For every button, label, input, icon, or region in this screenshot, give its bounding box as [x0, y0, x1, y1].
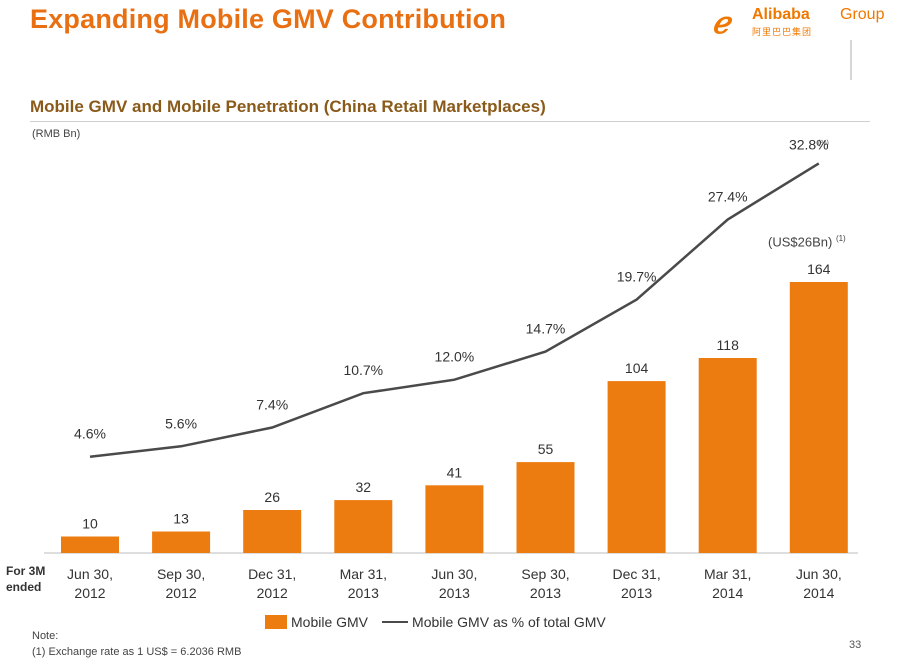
- footnote-item: (1) Exchange rate as 1 US$ = 6.2036 RMB: [32, 646, 242, 658]
- bar-mobile-gmv: [516, 462, 575, 553]
- x-tick-label: Mar 31, 2014: [704, 566, 751, 601]
- line-value-label: 14.7%: [526, 321, 566, 337]
- bar-mobile-gmv: [607, 381, 666, 553]
- slide-title: Expanding Mobile GMV Contribution: [30, 4, 507, 34]
- bar-mobile-gmv: [61, 536, 119, 553]
- x-tick-label: Dec 31, 2012: [248, 566, 296, 601]
- logo-name: Alibaba: [752, 6, 810, 23]
- bar-value-label: 164: [807, 261, 831, 277]
- line-value-label: 10.7%: [343, 362, 383, 378]
- chart-title: Mobile GMV and Mobile Penetration (China…: [30, 97, 546, 116]
- footnote-header: Note:: [32, 630, 59, 642]
- bar-value-label: 104: [625, 360, 649, 376]
- x-tick-label: Jun 30, 2012: [67, 566, 113, 601]
- page-number: 33: [849, 639, 862, 651]
- usd-footnote-ref: (1): [835, 234, 846, 243]
- x-tick-label: Jun 30, 2013: [431, 566, 477, 601]
- x-tick-label: Sep 30, 2012: [157, 566, 205, 601]
- line-value-label: 4.6%: [74, 426, 106, 442]
- percent-unit-label: (%): [818, 140, 829, 147]
- title-divider: [30, 121, 870, 122]
- line-value-label: 19.7%: [617, 269, 657, 285]
- legend-label-penetration: Mobile GMV as % of total GMV: [412, 614, 606, 630]
- alibaba-logo: ℯ Alibaba Group 阿里巴巴集团: [712, 4, 892, 41]
- bar-value-label: 26: [264, 489, 280, 505]
- usd-annotation-text: (US$26Bn): [768, 234, 833, 250]
- legend-swatch-bar: [265, 615, 287, 629]
- legend-swatch-line: [382, 621, 409, 623]
- bar-mobile-gmv: [698, 358, 757, 553]
- line-layer: [89, 162, 820, 458]
- line-value-label: 12.0%: [435, 349, 475, 365]
- bar-value-label: 13: [173, 511, 189, 527]
- line-value-label: 5.6%: [165, 415, 197, 431]
- bar-value-label: 41: [447, 464, 463, 480]
- bar-value-label: 10: [82, 516, 98, 532]
- footnote: Note: (1) Exchange rate as 1 US$ = 6.203…: [32, 628, 241, 660]
- line-value-label: 32.8%: [789, 136, 829, 152]
- y-axis-unit-label: (RMB Bn): [32, 128, 81, 140]
- bar-value-label: 55: [538, 441, 554, 457]
- x-tick-label: Dec 31, 2013: [612, 566, 660, 601]
- line-value-label: 27.4%: [708, 189, 748, 205]
- alibaba-logo-icon: ℯ: [712, 6, 730, 41]
- usd-annotation: (US$26Bn) (1): [768, 234, 846, 249]
- legend-label-mobile-gmv: Mobile GMV: [291, 614, 369, 630]
- logo-group: Group: [840, 6, 885, 23]
- vertical-divider: [850, 40, 852, 80]
- bar-value-label: 32: [356, 479, 372, 495]
- bar-value-label: 118: [717, 337, 740, 353]
- legend: Mobile GMV Mobile GMV as % of total GMV: [265, 612, 606, 632]
- x-tick-label: Mar 31, 2013: [340, 566, 387, 601]
- bar-mobile-gmv: [152, 531, 211, 553]
- bar-mobile-gmv: [425, 485, 484, 554]
- x-tick-label: Jun 30, 2014: [796, 566, 842, 601]
- bar-mobile-gmv: [334, 500, 393, 553]
- bar-mobile-gmv: [243, 510, 302, 553]
- labels-layer: 10 13 26 32 41 55 104 118 164 4.6% 5.6% 7.4% 10.7% 12…: [67, 136, 842, 601]
- bars-layer: [61, 282, 848, 554]
- bar-mobile-gmv: [789, 282, 848, 553]
- x-tick-label: Sep 30, 2013: [521, 566, 569, 601]
- period-label: For 3M ended: [6, 564, 46, 594]
- logo-subtitle: 阿里巴巴集团: [752, 27, 813, 37]
- line-value-label: 7.4%: [256, 397, 288, 413]
- line-mobile-penetration: [89, 162, 820, 458]
